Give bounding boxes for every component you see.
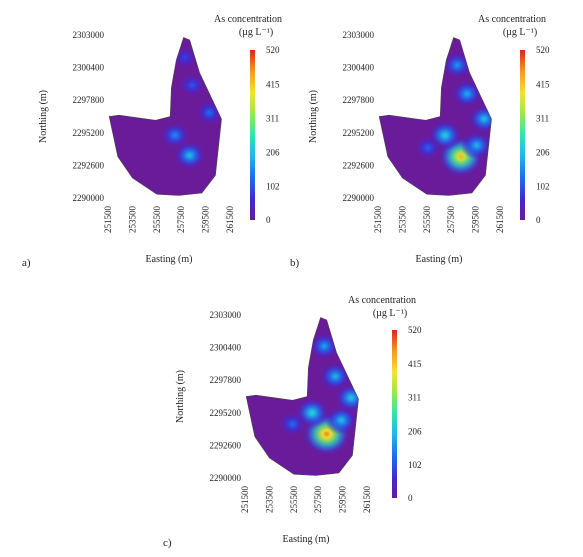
y-axis-title: Northing (m): [38, 90, 49, 143]
x-tick-label: 251500: [373, 206, 383, 234]
y-tick-label: 2292600: [210, 440, 242, 450]
panel-c: 2290000 2292600 2295200 2297800 2300400 23030…: [163, 295, 422, 549]
panel-a: 2290000 2292600 2295200 2297800 2300400 23030…: [22, 14, 282, 269]
colorbar: [392, 330, 397, 498]
colorbar-tick-label: 206: [536, 148, 550, 158]
x-tick-label: 251500: [103, 206, 113, 234]
x-axis-title: Easting (m): [283, 534, 330, 545]
colorbar-title: As concentration: [348, 295, 416, 306]
y-axis-title: Northing (m): [308, 90, 319, 143]
y-tick-label: 2300400: [73, 63, 105, 73]
y-tick-label: 2300400: [343, 63, 375, 73]
y-tick-label: 2300400: [210, 343, 242, 353]
colorbar-title: As concentration: [214, 14, 282, 25]
y-tick-label: 2295200: [73, 128, 105, 138]
y-tick-label: 2297800: [343, 95, 375, 105]
colorbar-tick-label: 0: [408, 493, 413, 503]
x-tick-label: 257500: [446, 206, 456, 234]
x-axis-title: Easting (m): [416, 254, 463, 265]
x-tick-label: 255500: [289, 486, 299, 514]
hotspot-3: [178, 73, 206, 98]
colorbar-tick-label: 311: [408, 393, 421, 403]
hotspot-6: [414, 135, 442, 161]
y-axis-title: Northing (m): [175, 370, 186, 423]
x-tick-label: 253500: [397, 206, 407, 234]
concentration-surface: [379, 37, 492, 196]
study-area-boundary: [245, 317, 359, 476]
x-tick-label: 259500: [338, 486, 348, 514]
y-tick-label: 2303000: [343, 30, 375, 40]
colorbar-tick-label: 311: [536, 113, 549, 123]
colorbar-tick-label: 311: [266, 113, 279, 123]
hotspot-5: [442, 51, 473, 79]
panel-b: 2290000 2292600 2295200 2297800 2300400 23030…: [290, 14, 550, 269]
hotspot-3: [334, 382, 359, 413]
colorbar-tick-label: 0: [536, 215, 541, 225]
y-tick-label: 2290000: [210, 473, 242, 483]
colorbar: [250, 50, 255, 220]
y-tick-label: 2290000: [73, 193, 105, 203]
colorbar-tick-label: 520: [536, 45, 550, 55]
y-tick-label: 2303000: [73, 30, 105, 40]
hotspot-0: [173, 140, 207, 171]
x-tick-label: 259500: [201, 206, 211, 234]
colorbar-tick-label: 102: [266, 182, 280, 192]
colorbar-unit: (µg L⁻¹): [373, 308, 407, 319]
x-tick-label: 261500: [362, 486, 372, 514]
panel-label: b): [290, 257, 300, 269]
hotspot-6: [278, 411, 307, 437]
x-tick-label: 251500: [240, 486, 250, 514]
colorbar-tick-label: 206: [266, 148, 280, 158]
x-tick-label: 261500: [495, 206, 505, 234]
colorbar-tick-label: 520: [408, 325, 422, 335]
colorbar-tick-label: 415: [408, 359, 422, 369]
x-tick-label: 257500: [176, 206, 186, 234]
colorbar-tick-label: 415: [266, 79, 280, 89]
colorbar-unit: (µg L⁻¹): [503, 27, 537, 38]
hotspot-1: [160, 121, 191, 149]
hotspot-5: [308, 332, 340, 361]
study-area-boundary: [108, 37, 222, 196]
y-tick-label: 2297800: [210, 375, 242, 385]
colorbar-unit: (µg L⁻¹): [239, 27, 273, 38]
hotspot-2: [460, 130, 492, 160]
colorbar-tick-label: 102: [536, 182, 550, 192]
x-tick-label: 255500: [422, 206, 432, 234]
colorbar-title: As concentration: [478, 14, 546, 25]
hotspot-2: [195, 100, 222, 126]
y-tick-label: 2295200: [210, 408, 242, 418]
x-tick-label: 253500: [264, 486, 274, 514]
colorbar-tick-label: 415: [536, 79, 550, 89]
x-tick-label: 259500: [471, 206, 481, 234]
y-tick-label: 2295200: [343, 128, 375, 138]
y-tick-label: 2292600: [73, 160, 105, 170]
colorbar-tick-label: 102: [408, 460, 422, 470]
hotspot-3: [467, 104, 492, 134]
y-tick-label: 2292600: [343, 160, 375, 170]
y-tick-label: 2297800: [73, 95, 105, 105]
hotspot-4: [319, 361, 352, 391]
colorbar-tick-label: 206: [408, 426, 422, 436]
colorbar-tick-label: 0: [266, 215, 271, 225]
x-tick-label: 253500: [127, 206, 137, 234]
colorbar: [520, 50, 525, 220]
x-axis-title: Easting (m): [146, 254, 193, 265]
y-tick-label: 2303000: [210, 310, 242, 320]
x-tick-label: 261500: [225, 206, 235, 234]
hotspot-2: [324, 405, 358, 436]
x-tick-label: 257500: [313, 486, 323, 514]
hotspot-4: [451, 79, 483, 109]
hotspot-4: [172, 46, 198, 70]
y-tick-label: 2290000: [343, 193, 375, 203]
concentration-surface: [246, 317, 359, 476]
x-tick-label: 255500: [152, 206, 162, 234]
panel-label: c): [163, 537, 172, 549]
colorbar-tick-label: 520: [266, 45, 280, 55]
study-area-boundary: [378, 37, 492, 196]
panel-label: a): [22, 257, 31, 269]
